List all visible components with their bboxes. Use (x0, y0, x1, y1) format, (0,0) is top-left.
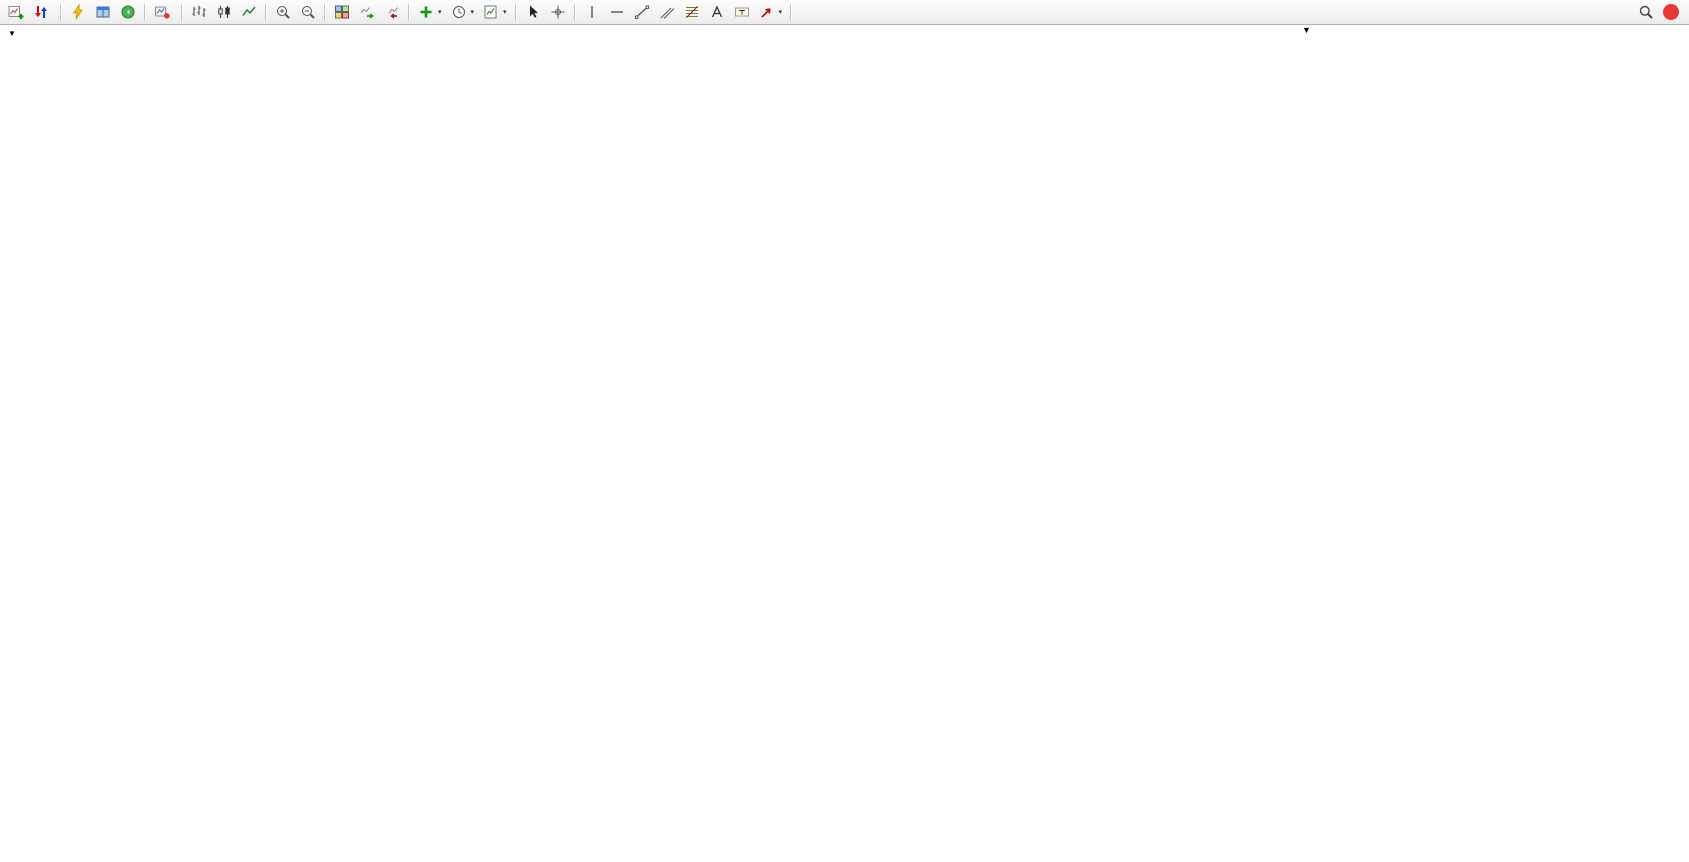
text-label-button[interactable] (730, 2, 754, 23)
auto-scroll-button[interactable] (355, 2, 379, 23)
dropdown-caret-icon: ▾ (778, 9, 783, 16)
new-order-icon (35, 6, 47, 18)
zoom-in-button[interactable] (271, 2, 295, 23)
alerts-icon (121, 5, 135, 19)
chart-symbol-label: ▼ (8, 29, 21, 38)
toolbar-separator (60, 3, 62, 21)
auto-trading-icon (155, 6, 170, 19)
crosshair-icon (551, 5, 565, 19)
bar-chart-button[interactable] (187, 2, 211, 23)
tile-windows-button[interactable] (330, 2, 354, 23)
templates-button[interactable]: ▾ (479, 2, 511, 23)
periods-button[interactable]: ▾ (447, 2, 479, 23)
fibonacci-icon (685, 6, 698, 18)
vertical-line-button[interactable] (580, 2, 604, 23)
horizontal-line-icon (610, 11, 623, 13)
main-toolbar: ▾ ▾ ▾ (0, 0, 1689, 25)
profiles-button[interactable] (91, 2, 115, 23)
channel-button[interactable] (655, 2, 679, 23)
periods-icon (452, 6, 465, 18)
new-order-button[interactable] (29, 2, 56, 23)
auto-scroll-icon (360, 7, 374, 19)
line-chart-icon (242, 6, 256, 16)
fibonacci-button[interactable] (680, 2, 704, 23)
tile-windows-icon (335, 5, 349, 19)
toolbar-separator (573, 3, 576, 21)
toolbar-separator (324, 3, 326, 21)
cursor-icon (529, 5, 538, 18)
new-chart-button[interactable] (4, 2, 28, 23)
toolbar-separator (181, 3, 183, 21)
trendline-button[interactable] (630, 2, 654, 23)
chart-shift-icon (388, 7, 398, 19)
crosshair-button[interactable] (546, 2, 570, 23)
alerts-button[interactable] (116, 2, 140, 23)
chart-canvas[interactable] (0, 25, 1689, 862)
candlestick-chart-button[interactable] (212, 2, 236, 23)
chart-shift-marker[interactable]: ▼ (1302, 25, 1311, 35)
dropdown-caret-icon: ▾ (470, 9, 475, 16)
chart-shift-button[interactable] (380, 2, 404, 23)
new-chart-icon (8, 6, 24, 19)
metaeditor-button[interactable] (66, 2, 90, 23)
toolbar-separator (514, 3, 517, 21)
toolbar-separator (790, 3, 793, 21)
dropdown-caret-icon: ▾ (438, 9, 442, 16)
auto-trading-button[interactable] (150, 2, 177, 23)
templates-icon (484, 5, 497, 19)
channel-icon (660, 7, 674, 19)
arrows-icon (760, 8, 771, 18)
bar-chart-icon (192, 6, 206, 17)
chart-window: ▼ ▼ (0, 25, 1689, 862)
trendline-icon (634, 5, 649, 19)
notification-badge[interactable] (1663, 4, 1679, 20)
dropdown-caret-icon: ▾ (503, 9, 507, 16)
search-button[interactable] (1634, 2, 1658, 23)
arrows-button[interactable]: ▾ (755, 2, 787, 23)
horizontal-line-button[interactable] (605, 2, 629, 23)
add-indicator-icon (420, 6, 432, 18)
cursor-button[interactable] (521, 2, 545, 23)
toolbar-separator (144, 3, 146, 21)
text-button[interactable] (705, 2, 729, 23)
zoom-out-icon (302, 6, 315, 19)
toolbar-separator (408, 3, 410, 21)
profiles-icon (96, 6, 110, 18)
metaeditor-icon (73, 4, 83, 20)
line-chart-button[interactable] (237, 2, 261, 23)
text-label-icon (734, 7, 749, 17)
candlestick-chart-icon (218, 6, 230, 18)
zoom-in-icon (277, 6, 290, 19)
vertical-line-icon (590, 6, 593, 18)
text-icon (711, 5, 722, 18)
toolbar-separator (265, 3, 267, 21)
add-indicator-button[interactable]: ▾ (414, 2, 446, 23)
symbol-dropdown-icon[interactable]: ▼ (8, 29, 16, 38)
search-icon (1639, 5, 1653, 19)
zoom-out-button[interactable] (296, 2, 320, 23)
